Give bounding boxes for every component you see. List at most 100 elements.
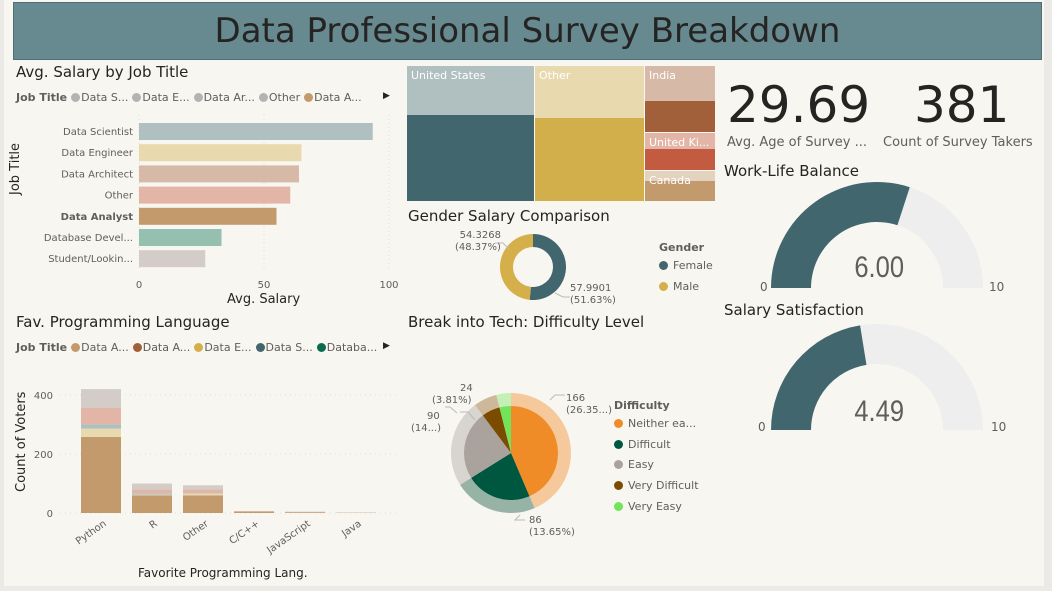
- gauge-min: 0: [758, 420, 766, 434]
- legend-item-male[interactable]: Male: [659, 280, 699, 293]
- country-treemap: United States Other India United Ki... C…: [407, 66, 718, 201]
- difficulty-label-very-difficult: 24 (3.81%): [432, 383, 473, 406]
- lang-legend: Job Title Data A... Data A... Data E... …: [16, 341, 377, 354]
- treemap-tile-india-highlight[interactable]: [645, 101, 715, 132]
- lang-stacked-bar-chart: 0 200 400 Python R Other C/C++ JavaScript Java: [34, 389, 400, 557]
- legend-item[interactable]: Data E...: [132, 91, 190, 104]
- y-tick-label: Data Scientist: [63, 127, 133, 138]
- legend-item[interactable]: Data S...: [255, 341, 313, 354]
- y-tick-label: Data Architect: [61, 169, 133, 180]
- page-title: Data Professional Survey Breakdown: [214, 11, 841, 51]
- legend-next-arrow-icon[interactable]: ▶: [383, 91, 390, 101]
- bar-segment: [183, 485, 223, 490]
- legend-item[interactable]: Other: [258, 91, 300, 104]
- salary-legend: Job Title Data S... Data E... Data Ar...…: [16, 91, 362, 104]
- salary-y-axis-label: Job Title: [8, 142, 23, 195]
- bar: [139, 207, 277, 225]
- bar-segment: [81, 389, 121, 408]
- treemap-tile-united-states-highlight[interactable]: [407, 115, 534, 201]
- pie-slice: [511, 406, 558, 497]
- leader-line: [554, 292, 570, 298]
- gender-chart-title: Gender Salary Comparison: [408, 207, 610, 225]
- pie-slice: [471, 453, 530, 500]
- difficulty-pie-chart: [445, 393, 571, 521]
- legend-next-arrow-icon[interactable]: ▶: [383, 341, 390, 351]
- lang-x-axis-label: Favorite Programming Lang.: [138, 566, 308, 580]
- legend-item-very-difficult[interactable]: Very Difficult: [614, 479, 699, 492]
- bar-segment: [183, 493, 223, 496]
- treemap-tile-canada[interactable]: [645, 171, 715, 181]
- y-tick-label: 400: [34, 391, 53, 402]
- pie-outer-slice: [475, 394, 500, 416]
- bar-segment: [81, 407, 121, 425]
- female-data-label: 57.9901 (51.63%): [570, 283, 616, 306]
- y-tick-label: Student/Lookin...: [48, 254, 133, 265]
- bar-segment: [183, 493, 223, 494]
- legend-item[interactable]: Data A...: [132, 341, 190, 354]
- treemap-tile-canada-highlight[interactable]: [645, 181, 715, 201]
- leader-line: [495, 242, 510, 250]
- bar-segment: [132, 489, 172, 494]
- legend-item-difficult[interactable]: Difficult: [614, 438, 671, 451]
- pie-slice: [482, 407, 511, 453]
- legend-item-easy[interactable]: Easy: [614, 458, 654, 471]
- bar: [139, 250, 206, 268]
- difficulty-label-difficult: 86 (13.65%): [529, 515, 575, 538]
- treemap-tile-other-highlight[interactable]: [535, 118, 644, 201]
- gauge-min: 0: [760, 280, 768, 294]
- male-data-label: 54.3268 (48.37%): [455, 230, 501, 253]
- pie-outer-slice: [451, 404, 483, 485]
- lang-chart-title: Fav. Programming Language: [16, 313, 230, 331]
- legend-title: Job Title: [16, 91, 68, 104]
- legend-item[interactable]: Data Ar...: [193, 91, 255, 104]
- x-tick-label: JavaScript: [265, 518, 313, 556]
- lang-y-axis-label: Count of Voters: [14, 391, 29, 492]
- bar-segment: [132, 495, 172, 513]
- treemap-tile-india[interactable]: India: [645, 66, 715, 101]
- treemap-tile-uk-highlight[interactable]: [645, 149, 715, 170]
- salary-satisfaction-title: Salary Satisfaction: [724, 301, 864, 319]
- legend-item[interactable]: Data E...: [194, 341, 252, 354]
- legend-item[interactable]: Data S...: [71, 91, 128, 104]
- bar-segment: [183, 489, 223, 494]
- gender-legend-title: Gender: [659, 241, 705, 254]
- x-tick-label: Java: [339, 518, 363, 540]
- y-tick-label: 0: [47, 509, 53, 520]
- header-banner: Data Professional Survey Breakdown: [13, 2, 1042, 60]
- legend-item-very-easy[interactable]: Very Easy: [614, 500, 682, 513]
- legend-item-female[interactable]: Female: [659, 259, 713, 272]
- bar-segment: [81, 436, 121, 513]
- salary-satisfaction-value: 4.49: [854, 395, 905, 428]
- legend-item[interactable]: Data A...: [304, 91, 362, 104]
- leader-line: [460, 411, 476, 421]
- difficulty-label-neither: 166 (26.35...): [566, 393, 612, 416]
- legend-item-neither[interactable]: Neither ea...: [614, 417, 696, 430]
- gauge-max: 10: [991, 420, 1007, 434]
- legend-item[interactable]: Databa...: [316, 341, 377, 354]
- bar: [139, 165, 299, 183]
- difficulty-legend-title: Difficulty: [614, 399, 670, 412]
- gauge-max: 10: [989, 280, 1005, 294]
- bar-segment: [285, 512, 325, 513]
- bar-segment: [234, 511, 274, 513]
- treemap-tile-united-states[interactable]: United States: [407, 66, 534, 115]
- leader-line: [513, 514, 525, 521]
- difficulty-label-easy: 90 (14...): [411, 411, 442, 434]
- bar-segment: [183, 495, 223, 513]
- donut-slice: [529, 234, 566, 300]
- bar-segment: [81, 424, 121, 429]
- leader-line: [445, 406, 458, 414]
- treemap-tile-other[interactable]: Other: [535, 66, 644, 118]
- y-tick-label: Data Engineer: [61, 148, 133, 159]
- x-tick-label: Other: [181, 518, 211, 544]
- legend-item[interactable]: Data A...: [71, 341, 129, 354]
- x-tick-label: 50: [258, 280, 271, 291]
- x-tick-label: R: [148, 518, 160, 531]
- bar-segment: [132, 494, 172, 496]
- treemap-tile-united-kingdom[interactable]: United Ki...: [645, 133, 715, 149]
- y-tick-label: Database Devel...: [44, 233, 133, 244]
- bar: [139, 229, 222, 246]
- x-tick-label: Python: [74, 518, 109, 547]
- x-tick-label: 0: [136, 280, 142, 291]
- pie-outer-slice: [496, 393, 511, 408]
